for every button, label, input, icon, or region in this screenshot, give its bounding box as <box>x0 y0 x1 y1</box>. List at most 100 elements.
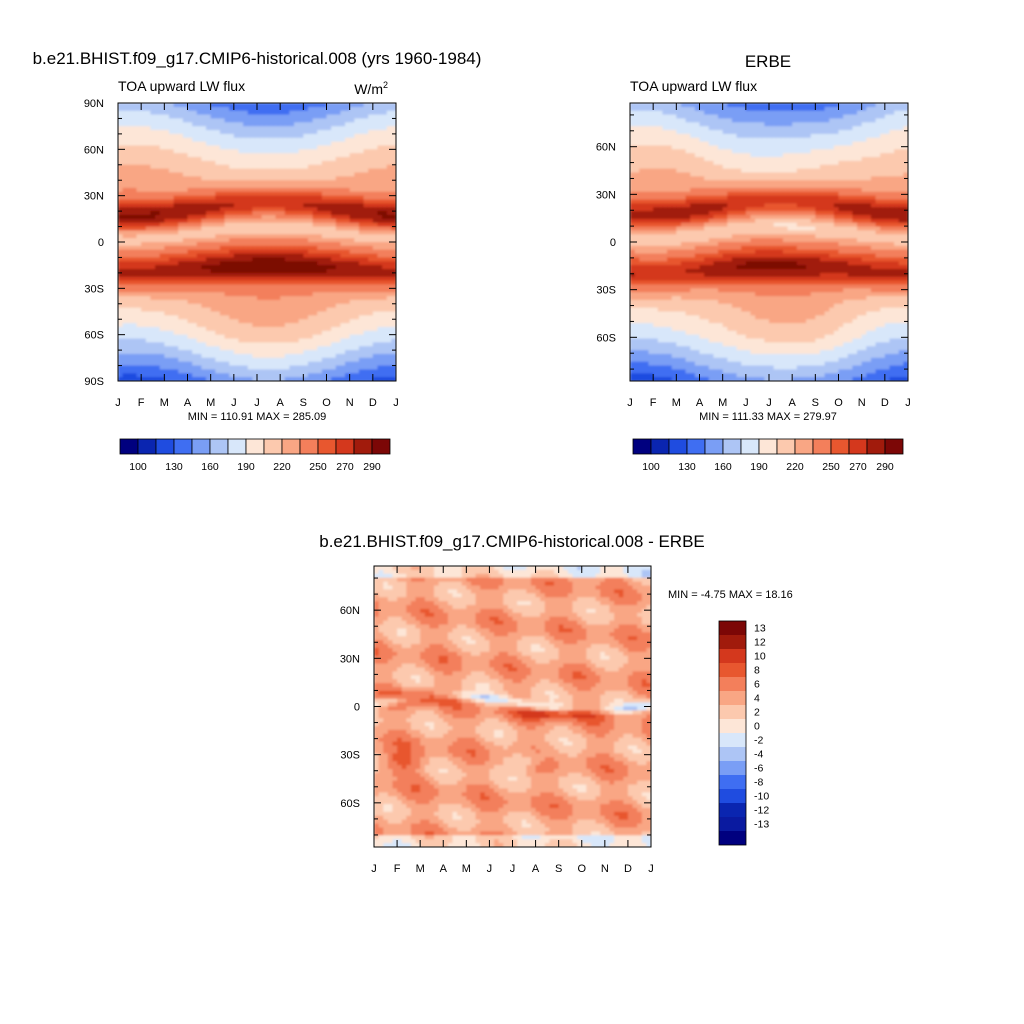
field-cell <box>252 141 258 147</box>
field-cell <box>382 234 388 239</box>
field-cell <box>257 214 263 220</box>
field-cell <box>252 249 258 255</box>
field-cell <box>219 357 226 363</box>
field-cell <box>386 126 392 131</box>
field-cell <box>303 377 309 381</box>
field-cell <box>141 191 147 197</box>
field-cell <box>340 319 346 324</box>
field-cell <box>368 199 374 204</box>
field-cell <box>136 106 142 112</box>
field-cell <box>340 149 346 154</box>
field-cell <box>127 292 133 297</box>
field-cell <box>247 122 253 127</box>
field-cell <box>718 130 724 135</box>
field-cell <box>215 361 221 367</box>
field-cell <box>182 365 189 371</box>
field-cell <box>159 222 165 228</box>
field-cell <box>708 106 714 112</box>
field-cell <box>731 126 738 131</box>
field-cell <box>257 319 263 324</box>
field-cell <box>713 110 719 116</box>
field-cell <box>307 319 314 324</box>
field-cell <box>173 245 179 251</box>
field-cell <box>136 164 142 170</box>
field-cell <box>178 191 184 197</box>
field-cell <box>372 288 379 293</box>
field-cell <box>141 130 147 135</box>
field-cell <box>280 257 286 262</box>
field-cell <box>294 130 300 135</box>
field-cell <box>284 226 291 232</box>
field-cell <box>280 373 286 378</box>
field-cell <box>168 141 175 147</box>
field-cell <box>145 377 152 381</box>
field-cell <box>634 103 640 108</box>
field-cell <box>312 126 318 131</box>
field-cell <box>386 122 392 127</box>
field-cell <box>233 211 240 216</box>
field-cell <box>257 245 263 251</box>
field-cell <box>718 106 724 112</box>
field-cell <box>224 122 230 127</box>
field-cell <box>155 168 161 174</box>
field-cell <box>345 207 351 212</box>
field-cell <box>247 276 253 282</box>
field-cell <box>372 365 379 371</box>
field-cell <box>261 222 267 228</box>
field-cell <box>307 253 314 259</box>
field-cell <box>243 323 249 328</box>
field-cell <box>215 207 221 212</box>
field-cell <box>331 257 337 262</box>
field-cell <box>187 373 193 378</box>
field-cell <box>210 226 216 232</box>
field-cell <box>261 238 267 243</box>
field-cell <box>377 122 383 127</box>
field-cell <box>358 365 365 371</box>
field-cell <box>210 184 216 189</box>
field-cell <box>331 172 337 177</box>
field-cell <box>127 122 133 127</box>
field-cell <box>377 141 383 147</box>
field-cell <box>391 361 396 367</box>
field-cell <box>755 103 761 108</box>
field-cell <box>159 361 165 367</box>
field-cell <box>275 126 281 131</box>
field-cell <box>196 296 202 301</box>
field-cell <box>164 253 170 259</box>
field-cell <box>141 292 147 297</box>
field-cell <box>331 114 337 120</box>
field-cell <box>284 230 291 235</box>
field-cell <box>349 253 355 259</box>
field-cell <box>331 157 337 162</box>
field-cell <box>312 292 318 297</box>
field-cell <box>206 234 212 239</box>
field-cell <box>326 234 332 239</box>
field-cell <box>331 373 337 378</box>
field-cell <box>280 284 286 289</box>
field-cell <box>150 361 156 367</box>
field-cell <box>326 122 332 127</box>
field-cell <box>303 180 309 185</box>
field-cell <box>219 157 226 162</box>
field-cell <box>229 153 235 158</box>
field-cell <box>141 350 147 355</box>
field-cell <box>307 187 314 193</box>
field-cell <box>321 299 328 305</box>
field-cell <box>307 133 314 139</box>
field-cell <box>173 180 179 185</box>
field-cell <box>243 280 249 286</box>
field-cell <box>150 369 156 374</box>
field-cell <box>243 334 249 340</box>
field-cell <box>168 226 175 232</box>
field-cell <box>386 191 392 197</box>
field-cell <box>136 257 142 262</box>
field-cell <box>377 242 383 247</box>
field-cell <box>317 272 323 278</box>
field-cell <box>192 257 198 262</box>
field-cell <box>838 118 844 123</box>
x-tick-label: F <box>138 397 145 409</box>
field-cell <box>307 184 314 189</box>
field-cell <box>307 265 314 270</box>
field-cell <box>764 130 770 135</box>
field-cell <box>187 342 193 347</box>
